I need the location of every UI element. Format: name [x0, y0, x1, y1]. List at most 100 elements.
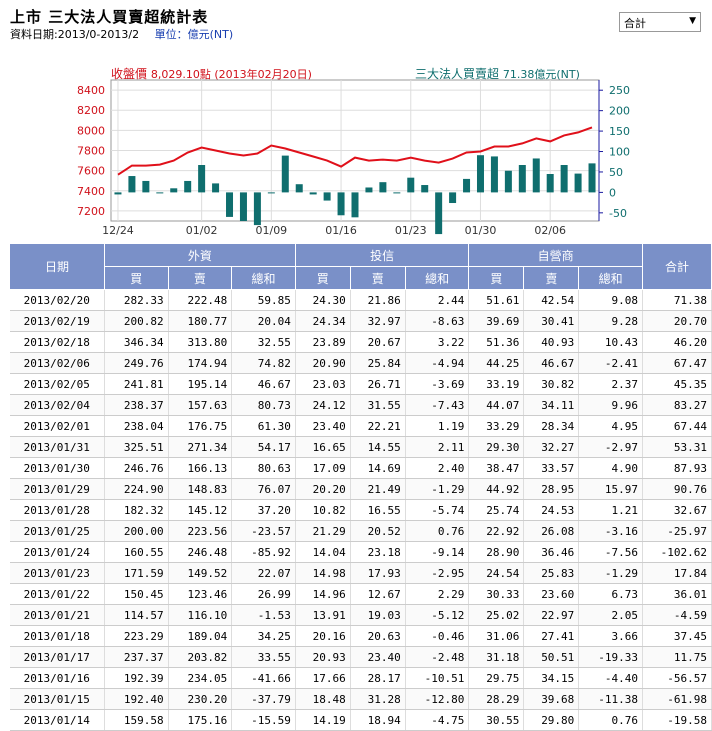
cell-date: 2013/02/01 — [9, 415, 105, 437]
cell-value: -0.46 — [405, 625, 470, 647]
unit-label: 單位：億元(NT) — [154, 28, 234, 41]
table-row: 2013/01/17 237.37 203.82 33.55 20.93 23.40 -2.… — [9, 646, 712, 668]
net-bar — [518, 165, 526, 193]
col-sell: 賣 — [523, 266, 580, 290]
cell-value: 44.07 — [468, 394, 525, 416]
table-row: 2013/01/15 192.40 230.20 -37.79 18.48 31.28 -1… — [9, 688, 712, 710]
data-table: 日期 外資 投信 自營商 合計 買賣總和買賣總和買賣總和 2013/02/20 2… — [9, 243, 712, 731]
cell-value: 180.77 — [168, 310, 233, 332]
cell-value: 159.58 — [104, 709, 169, 731]
cell-value: 238.37 — [104, 394, 169, 416]
y-right-tick-label: 200 — [609, 105, 630, 118]
cell-value: -2.48 — [405, 646, 470, 668]
cell-value: 71.38 — [642, 289, 712, 311]
cell-value: 31.28 — [350, 688, 406, 710]
cell-value: 17.66 — [295, 667, 351, 689]
chevron-down-icon: ▼ — [689, 16, 696, 26]
cell-value: 166.13 — [168, 457, 233, 479]
cell-value: 25.84 — [350, 352, 406, 374]
col-buy: 買 — [104, 266, 169, 290]
cell-value: 22.92 — [468, 520, 525, 542]
cell-value: -1.29 — [405, 478, 470, 500]
cell-value: 32.55 — [231, 331, 296, 353]
cell-value: 23.18 — [350, 541, 406, 563]
cell-value: 24.53 — [523, 499, 580, 521]
y-left-tick-label: 8400 — [77, 84, 105, 97]
cell-value: 33.19 — [468, 373, 525, 395]
cell-date: 2013/01/16 — [9, 667, 105, 689]
cell-value: 6.73 — [578, 583, 643, 605]
cell-value: 10.43 — [578, 331, 643, 353]
table-row: 2013/01/21 114.57 116.10 -1.53 13.91 19.03 -5.… — [9, 604, 712, 626]
cell-value: 50.51 — [523, 646, 580, 668]
table-row: 2013/01/22 150.45 123.46 26.99 14.96 12.67 2.2… — [9, 583, 712, 605]
cell-value: 246.76 — [104, 457, 169, 479]
cell-value: 30.41 — [523, 310, 580, 332]
cell-value: 24.30 — [295, 289, 351, 311]
table-row: 2013/02/18 346.34 313.80 32.55 23.89 20.67 3.2… — [9, 331, 712, 353]
cell-date: 2013/02/19 — [9, 310, 105, 332]
cell-value: 4.90 — [578, 457, 643, 479]
net-bar — [128, 176, 136, 193]
cell-value: -4.94 — [405, 352, 470, 374]
cell-value: 3.66 — [578, 625, 643, 647]
cell-value: 38.47 — [468, 457, 525, 479]
cell-value: 313.80 — [168, 331, 233, 353]
cell-value: 223.56 — [168, 520, 233, 542]
cell-value: -37.79 — [231, 688, 296, 710]
cell-value: -2.97 — [578, 436, 643, 458]
cell-value: 182.32 — [104, 499, 169, 521]
cell-value: -56.57 — [642, 667, 712, 689]
cell-value: -15.59 — [231, 709, 296, 731]
date-range: 資料日期:2013/0-2013/2 — [10, 28, 140, 41]
y-right-tick-label: 250 — [609, 84, 630, 97]
col-sell: 賣 — [167, 266, 233, 290]
net-bar — [574, 173, 582, 193]
table-row: 2013/02/20 282.33 222.48 59.85 24.30 21.86 2.4… — [9, 289, 712, 311]
cell-value: -2.95 — [405, 562, 470, 584]
cell-date: 2013/01/23 — [9, 562, 105, 584]
cell-value: 28.17 — [350, 667, 406, 689]
cell-value: 16.65 — [295, 436, 351, 458]
cell-date: 2013/01/15 — [9, 688, 105, 710]
cell-value: 24.34 — [295, 310, 351, 332]
cell-value: 61.30 — [231, 415, 296, 437]
cell-value: 18.94 — [350, 709, 406, 731]
cell-value: 200.00 — [104, 520, 169, 542]
cell-value: 28.95 — [523, 478, 580, 500]
summary-select[interactable]: 合計 ▼ — [619, 12, 701, 32]
chart-title-right: 三大法人買賣超 71.38億元(NT) — [415, 65, 580, 82]
price-netflow-chart: 8400 8200 8000 7800 7600 7400 7200 250 200 150 10… — [77, 79, 630, 237]
cell-value: 171.59 — [104, 562, 169, 584]
net-bar — [490, 156, 498, 193]
cell-value: 14.55 — [350, 436, 406, 458]
cell-value: 31.55 — [350, 394, 406, 416]
cell-value: 346.34 — [104, 331, 169, 353]
table-row: 2013/01/28 182.32 145.12 37.20 10.82 16.55 -5.… — [9, 499, 712, 521]
y-left-tick-label: 7400 — [77, 185, 105, 198]
cell-value: -4.59 — [642, 604, 712, 626]
cell-value: -5.12 — [405, 604, 470, 626]
cell-value: 74.82 — [231, 352, 296, 374]
cell-date: 2013/02/04 — [9, 394, 105, 416]
cell-value: 22.97 — [523, 604, 580, 626]
x-tick-label: 12/24 — [102, 224, 134, 237]
col-net: 總和 — [404, 266, 470, 290]
cell-value: 90.76 — [642, 478, 712, 500]
cell-value: 195.14 — [168, 373, 233, 395]
cell-value: 2.40 — [405, 457, 470, 479]
cell-value: 20.04 — [231, 310, 296, 332]
net-bar — [184, 180, 192, 193]
cell-value: 51.36 — [468, 331, 525, 353]
cell-value: 116.10 — [168, 604, 233, 626]
x-tick-label: 01/30 — [465, 224, 497, 237]
net-bar — [295, 184, 303, 193]
net-bar — [532, 158, 540, 193]
cell-value: 24.54 — [468, 562, 525, 584]
summary-select-value: 合計 — [624, 17, 646, 30]
cell-value: 249.76 — [104, 352, 169, 374]
cell-value: 27.41 — [523, 625, 580, 647]
table-row: 2013/01/29 224.90 148.83 76.07 20.20 21.49 -1.… — [9, 478, 712, 500]
cell-value: -7.43 — [405, 394, 470, 416]
cell-value: 20.63 — [350, 625, 406, 647]
